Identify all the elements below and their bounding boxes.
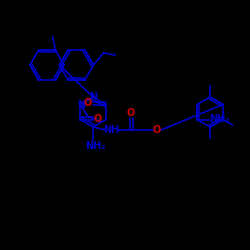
- Text: O: O: [153, 125, 161, 135]
- Text: NH: NH: [103, 125, 119, 135]
- Text: N: N: [89, 92, 97, 102]
- Text: NH₂: NH₂: [209, 114, 229, 124]
- Text: N: N: [77, 100, 85, 110]
- Text: O: O: [94, 114, 102, 124]
- Text: O: O: [127, 108, 135, 118]
- Text: O: O: [84, 98, 92, 108]
- Text: NH₂: NH₂: [85, 141, 105, 151]
